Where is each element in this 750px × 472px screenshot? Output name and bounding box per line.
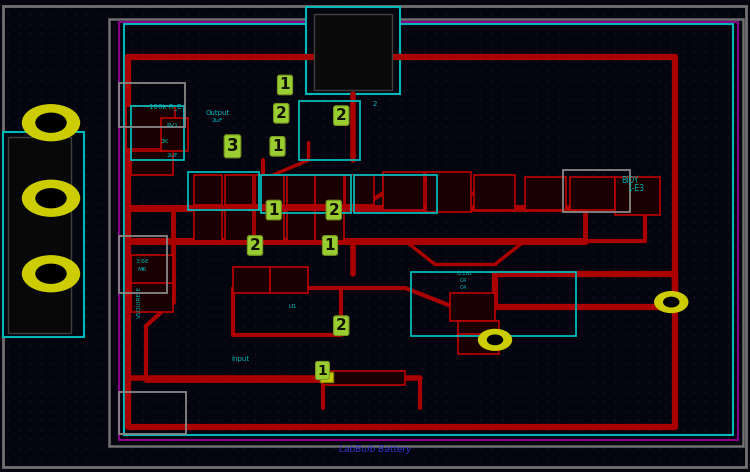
Text: 1: 1 <box>280 77 290 93</box>
Bar <box>118 392 186 434</box>
Text: C4: C4 <box>460 278 467 283</box>
Bar <box>570 177 615 210</box>
Bar <box>382 172 424 210</box>
Bar <box>306 7 400 94</box>
Bar <box>270 267 308 293</box>
Text: 2: 2 <box>250 238 260 253</box>
Circle shape <box>36 264 66 283</box>
Bar <box>286 175 315 205</box>
Circle shape <box>664 297 679 307</box>
Bar <box>232 267 270 293</box>
Text: RV1: RV1 <box>166 123 178 127</box>
Text: 1: 1 <box>325 238 335 253</box>
Bar <box>426 172 471 212</box>
Bar <box>562 170 630 212</box>
Text: 2: 2 <box>373 101 377 107</box>
Bar <box>255 210 284 241</box>
Bar <box>298 101 360 160</box>
Bar <box>261 175 351 213</box>
Bar <box>286 210 315 241</box>
Text: Output: Output <box>206 110 230 116</box>
Circle shape <box>655 292 688 312</box>
Text: Input: Input <box>231 356 249 362</box>
Bar <box>615 177 660 215</box>
Text: 3.6E: 3.6E <box>136 260 149 264</box>
Text: 2: 2 <box>336 318 346 333</box>
Text: LabBulb Battery: LabBulb Battery <box>339 445 411 454</box>
Bar <box>255 175 284 205</box>
Bar <box>225 175 254 205</box>
Circle shape <box>36 113 66 132</box>
Text: 1-E3: 1-E3 <box>628 184 644 194</box>
Circle shape <box>22 105 80 141</box>
Bar <box>131 283 172 312</box>
Bar <box>225 210 254 241</box>
Circle shape <box>22 180 80 216</box>
Text: 2uF: 2uF <box>166 153 178 158</box>
Text: M6: M6 <box>138 267 147 271</box>
Bar <box>118 236 167 293</box>
Text: 1: 1 <box>268 202 279 218</box>
Text: BIDY: BIDY <box>621 176 639 185</box>
Bar <box>314 14 392 90</box>
Text: 100k R_E: 100k R_E <box>148 103 182 110</box>
Text: 2uF: 2uF <box>211 118 223 123</box>
Circle shape <box>22 256 80 292</box>
Bar <box>458 334 499 354</box>
Text: 0.1uF: 0.1uF <box>456 271 474 276</box>
Bar <box>315 210 344 241</box>
Circle shape <box>488 335 502 345</box>
Bar <box>161 118 188 151</box>
Bar <box>131 106 184 160</box>
Text: C4: C4 <box>460 286 467 290</box>
Bar <box>411 272 576 336</box>
Bar <box>322 371 405 385</box>
Bar <box>118 83 184 127</box>
Bar <box>345 175 374 205</box>
Bar <box>131 255 172 288</box>
Circle shape <box>478 329 512 350</box>
Bar <box>3 132 84 337</box>
Bar <box>458 321 499 342</box>
Text: 1: 1 <box>318 363 327 378</box>
Text: 1: 1 <box>272 139 283 154</box>
Bar <box>131 151 172 175</box>
Bar <box>194 175 222 205</box>
Bar <box>188 172 259 210</box>
Text: 2: 2 <box>336 108 346 123</box>
Text: 2: 2 <box>328 202 339 218</box>
Bar <box>320 372 333 382</box>
Text: 2: 2 <box>276 106 286 121</box>
Bar <box>8 137 71 333</box>
Circle shape <box>36 189 66 208</box>
Bar <box>194 210 222 241</box>
Text: 3: 3 <box>226 137 238 155</box>
Bar <box>315 175 344 205</box>
Bar <box>109 19 742 446</box>
Bar <box>126 106 175 149</box>
Bar <box>525 177 566 210</box>
Text: VSQUIRE-E: VSQUIRE-E <box>136 286 141 318</box>
Bar <box>124 24 733 435</box>
Bar <box>474 175 515 210</box>
Text: U1: U1 <box>288 304 297 309</box>
Text: 3K: 3K <box>161 139 169 144</box>
Bar <box>118 22 738 440</box>
Bar <box>450 293 495 321</box>
Bar <box>354 175 436 213</box>
